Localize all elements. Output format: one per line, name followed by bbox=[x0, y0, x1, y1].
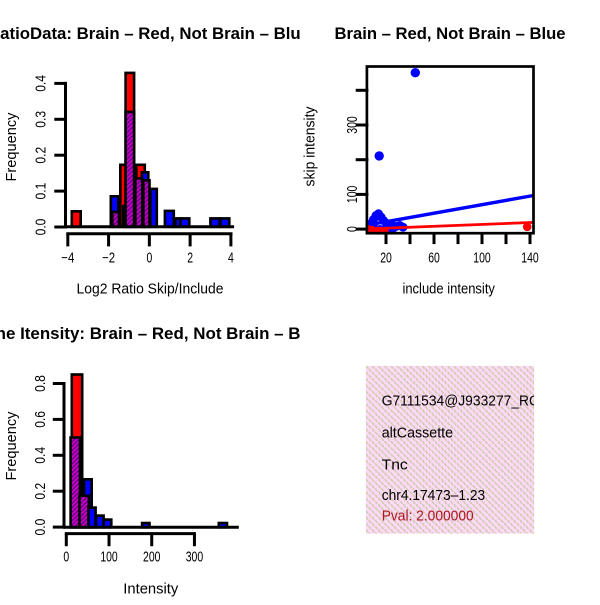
svg-text:−4: −4 bbox=[61, 251, 74, 267]
svg-text:0.4: 0.4 bbox=[34, 75, 50, 92]
svg-text:0.2: 0.2 bbox=[33, 483, 49, 500]
svg-text:0.0: 0.0 bbox=[34, 219, 50, 236]
svg-text:0: 0 bbox=[146, 251, 152, 267]
svg-text:0.1: 0.1 bbox=[34, 183, 50, 200]
svg-text:0: 0 bbox=[345, 226, 361, 232]
svg-text:skip intensity: skip intensity bbox=[303, 106, 319, 187]
svg-text:0.3: 0.3 bbox=[34, 111, 50, 128]
svg-text:−2: −2 bbox=[102, 251, 115, 267]
svg-text:RatioData: Brain – Red, Not Br: RatioData: Brain – Red, Not Brain – Blue bbox=[0, 24, 310, 43]
svg-text:include intensity: include intensity bbox=[402, 282, 495, 298]
svg-text:100: 100 bbox=[473, 251, 490, 267]
svg-text:altCassette: altCassette bbox=[382, 425, 453, 441]
svg-text:0: 0 bbox=[63, 550, 69, 566]
svg-text:0.4: 0.4 bbox=[33, 447, 49, 464]
svg-text:Log2 Ratio Skip/Include: Log2 Ratio Skip/Include bbox=[77, 282, 224, 298]
svg-text:0.2: 0.2 bbox=[34, 147, 50, 164]
svg-text:100: 100 bbox=[100, 550, 117, 566]
svg-text:G7111534@J933277_RC1: G7111534@J933277_RC1 bbox=[382, 393, 547, 409]
svg-text:140: 140 bbox=[521, 251, 538, 267]
svg-text:Brain – Red, Not Brain – Blue: Brain – Red, Not Brain – Blue bbox=[335, 24, 566, 43]
svg-text:chr4.17473–1.23: chr4.17473–1.23 bbox=[382, 488, 486, 504]
svg-text:0.0: 0.0 bbox=[33, 519, 49, 536]
svg-text:Intensity: Intensity bbox=[123, 582, 179, 598]
svg-text:4: 4 bbox=[228, 251, 234, 267]
svg-text:Frequency: Frequency bbox=[4, 112, 20, 182]
svg-text:20: 20 bbox=[380, 251, 392, 267]
svg-text:2: 2 bbox=[187, 251, 193, 267]
svg-text:Frequency: Frequency bbox=[4, 411, 20, 481]
svg-text:200: 200 bbox=[143, 550, 160, 566]
svg-text:300: 300 bbox=[345, 116, 361, 134]
svg-text:100: 100 bbox=[345, 186, 361, 203]
svg-text:Gene Itensity: Brain – Red, No: Gene Itensity: Brain – Red, Not Brain – … bbox=[0, 324, 325, 343]
svg-text:0.8: 0.8 bbox=[33, 375, 49, 392]
svg-text:300: 300 bbox=[186, 550, 204, 566]
svg-text:0.6: 0.6 bbox=[33, 411, 49, 428]
svg-text:Pval: 2.000000: Pval: 2.000000 bbox=[382, 508, 474, 524]
svg-text:60: 60 bbox=[428, 251, 440, 267]
svg-text:Tnc: Tnc bbox=[382, 457, 408, 473]
